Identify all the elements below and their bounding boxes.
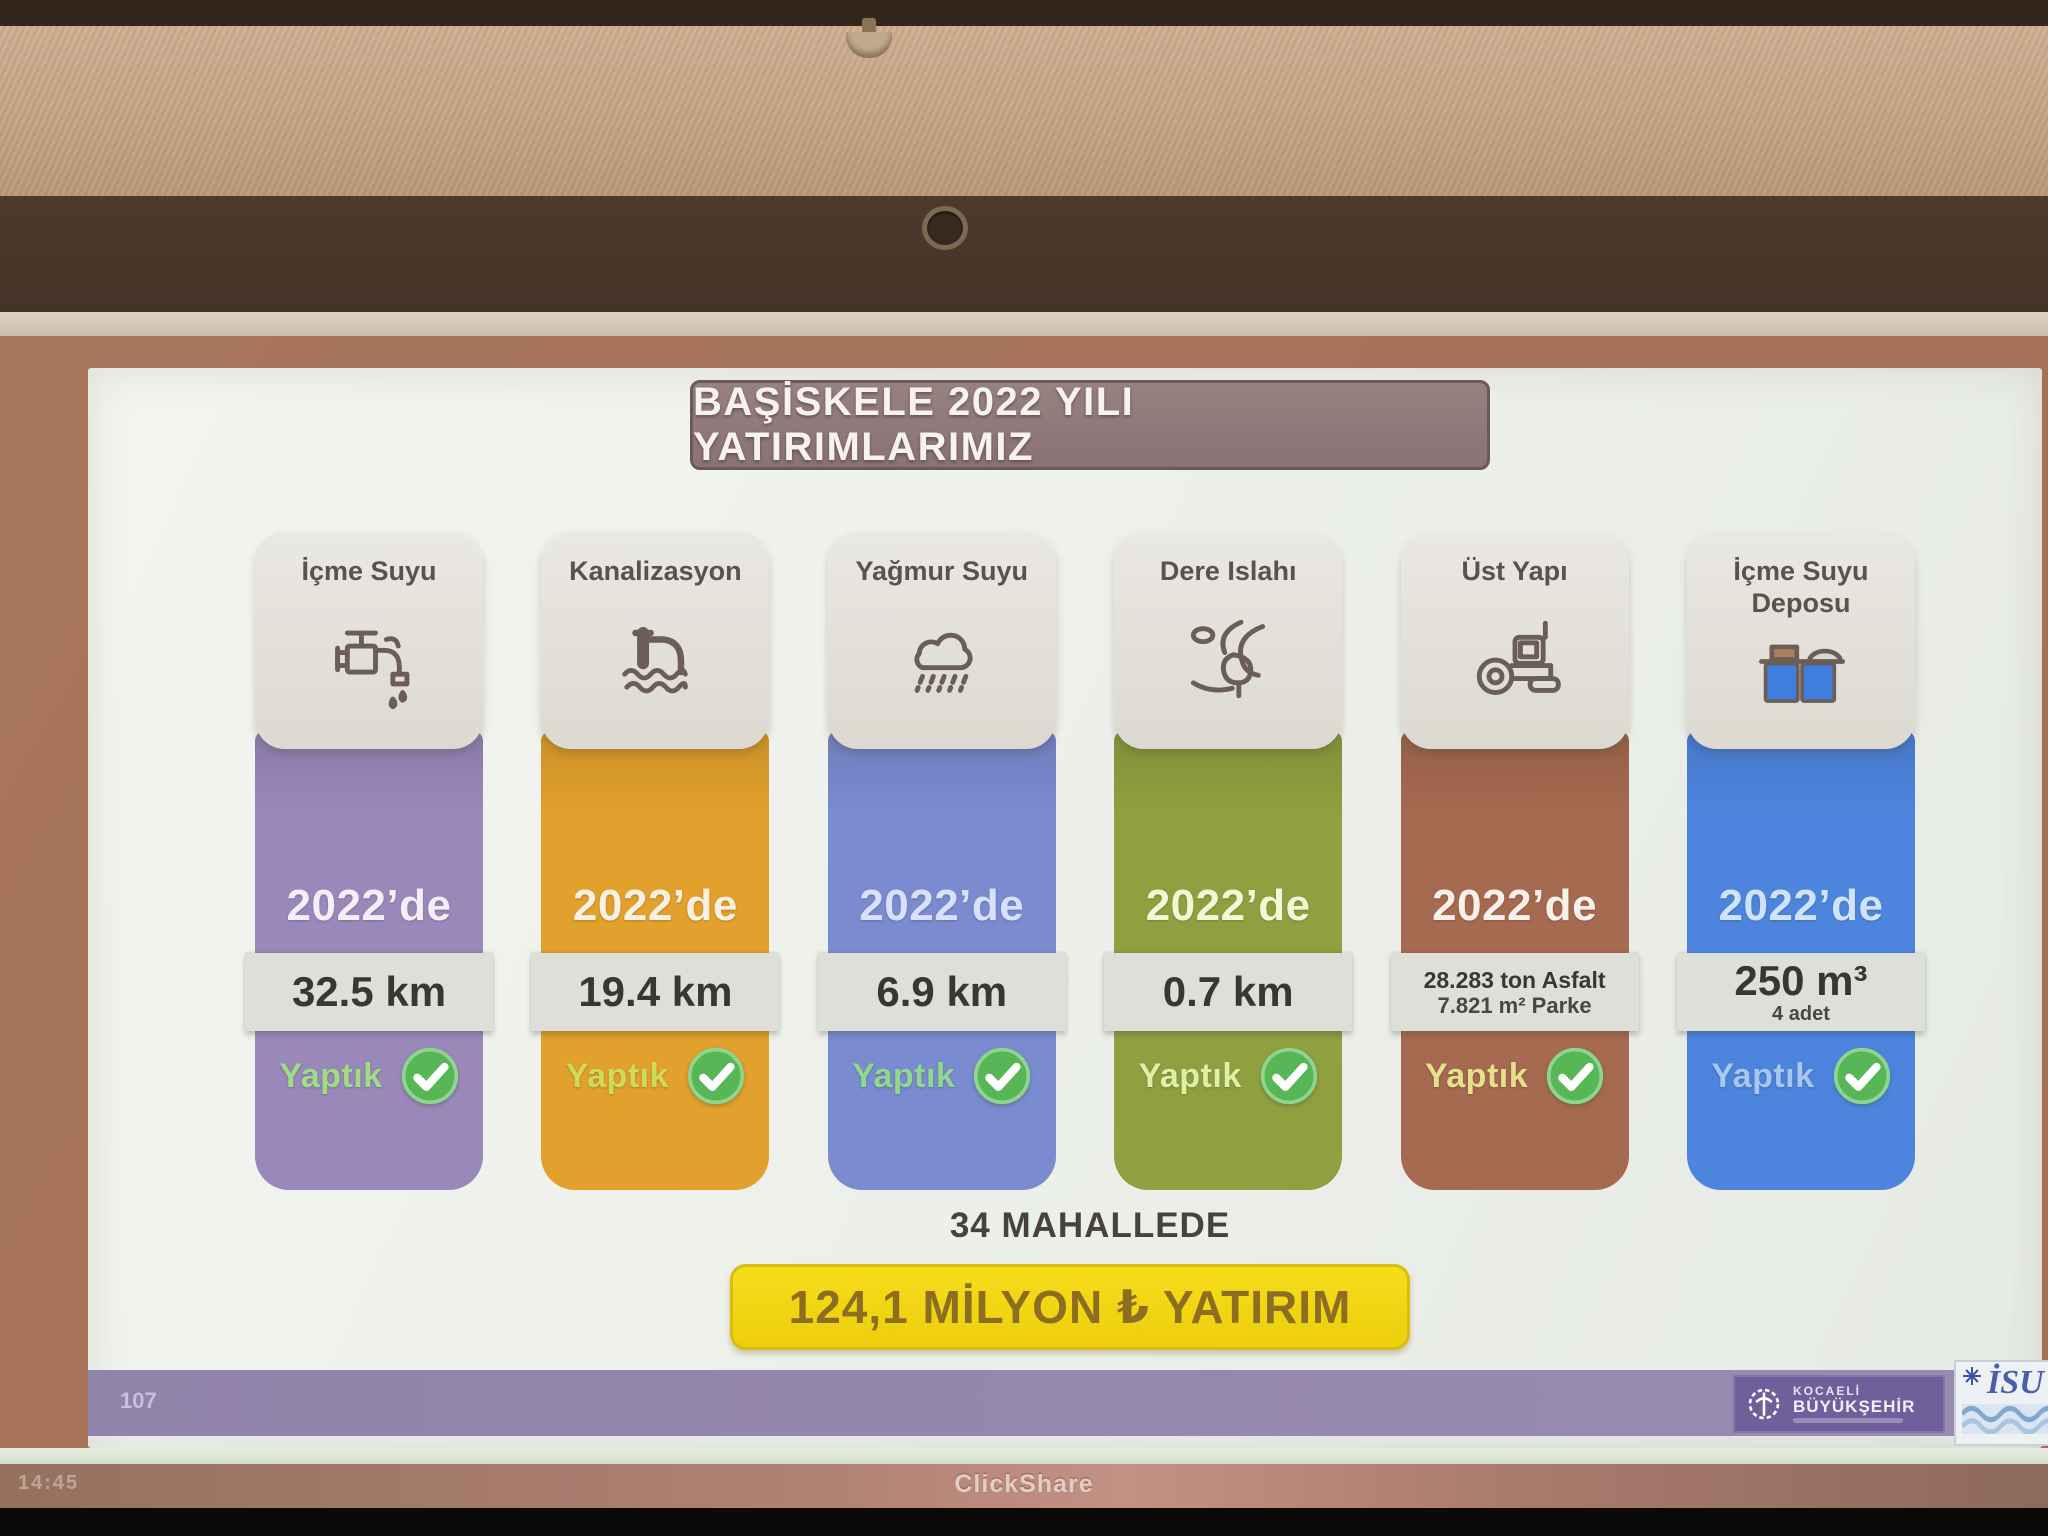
status-label: Yaptık — [1711, 1056, 1815, 1095]
card-body: 2022’de 32.5 km Yaptık — [245, 731, 493, 1190]
bezel-strip: 14:45 ClickShare — [0, 1464, 2048, 1508]
investment-card-dere-islahi: Dere Islahı 2022’de — [1104, 532, 1353, 1190]
card-label: Yağmur Suyu — [855, 556, 1029, 586]
projector-screen: BAŞİSKELE 2022 YILI YATIRIMLARIMIZ İçme … — [88, 368, 2048, 1448]
check-icon — [401, 1047, 458, 1105]
faucet-icon — [255, 600, 483, 718]
device-brand-label: ClickShare — [954, 1470, 1094, 1498]
screen-eyelet — [922, 206, 968, 250]
status-label: Yaptık — [279, 1056, 383, 1095]
value-band: 19.4 km — [531, 953, 780, 1032]
summary-line: 34 MAHALLEDE — [949, 1206, 1231, 1245]
check-icon — [1547, 1047, 1604, 1105]
status-label: Yaptık — [565, 1056, 669, 1095]
ceiling-strip — [0, 0, 2048, 26]
card-header: Dere Islahı — [1114, 532, 1343, 750]
value-band: 6.9 km — [817, 953, 1066, 1032]
card-body: 2022’de 28.283 ton Asfalt 7.821 m² Parke… — [1390, 731, 1639, 1190]
bottom-shadow — [0, 1508, 2048, 1536]
check-icon — [1260, 1047, 1317, 1105]
year-label: 2022’de — [572, 881, 738, 931]
card-label: İçme Suyu — [301, 556, 437, 586]
frame-edge-strip — [0, 312, 2048, 336]
value-main: 19.4 km — [578, 968, 733, 1016]
page-number: 107 — [120, 1388, 157, 1413]
investment-highlight-text: 124,1 MİLYON ₺ YATIRIM — [788, 1281, 1352, 1333]
investment-highlight: 124,1 MİLYON ₺ YATIRIM — [730, 1264, 1410, 1350]
slide-title: BAŞİSKELE 2022 YILI YATIRIMLARIMIZ — [693, 380, 1135, 469]
value-band: 32.5 km — [245, 953, 493, 1032]
municipality-name-line2: BÜYÜKŞEHİR — [1793, 1396, 1916, 1416]
clock-label: 14:45 — [18, 1472, 80, 1494]
card-label: Dere Islahı — [1159, 556, 1297, 586]
card-body: 2022’de 19.4 km Yaptık — [531, 731, 780, 1190]
year-label: 2022’de — [1145, 881, 1311, 931]
isu-logo: İSU — [1954, 1360, 2048, 1446]
year-label: 2022’de — [1718, 881, 1884, 931]
value-band: 250 m³ 4 adet — [1676, 953, 1925, 1032]
status-row: Yaptık — [255, 1047, 483, 1105]
year-label: 2022’de — [286, 881, 452, 931]
status-row: Yaptık — [1401, 1047, 1629, 1105]
card-header: Kanalizasyon — [541, 532, 770, 750]
value-main: 6.9 km — [876, 968, 1008, 1016]
municipality-name-line1: KOCAELİ — [1793, 1384, 1861, 1399]
year-label: 2022’de — [1432, 881, 1598, 931]
investment-card-icme-suyu: İçme Suyu — [245, 532, 493, 1190]
isu-waves-icon — [1960, 1404, 2048, 1435]
card-label: Üst Yapı — [1461, 556, 1568, 586]
investment-card-ust-yapi: Üst Yapı 2022’de — [1390, 532, 1639, 1190]
investment-card-icme-suyu-deposu: İçme Suyu Deposu 2022’de 2 — [1676, 532, 1925, 1190]
value-sub: 7.821 m² Parke — [1437, 993, 1592, 1019]
stream-icon — [1114, 600, 1342, 718]
check-icon — [1833, 1047, 1890, 1105]
card-header: İçme Suyu Deposu — [1686, 532, 1915, 750]
card-label: Kanalizasyon — [569, 556, 742, 586]
municipality-emblem-icon — [1748, 1388, 1780, 1420]
card-body: 2022’de 6.9 km Yaptık — [817, 731, 1066, 1190]
screen-casing-band — [0, 196, 2048, 312]
check-icon — [687, 1047, 745, 1105]
card-header: Yağmur Suyu — [827, 532, 1056, 750]
rain-cloud-icon — [828, 600, 1056, 718]
investment-card-kanalizasyon: Kanalizasyon 2022’de 19.4 — [531, 532, 780, 1190]
isu-label: İSU — [1987, 1364, 2044, 1401]
water-tank-icon — [1687, 622, 1915, 726]
status-row: Yaptık — [828, 1047, 1056, 1105]
value-main: 32.5 km — [291, 968, 447, 1016]
mount-bracket — [846, 18, 892, 62]
municipality-subtitle-bar — [1793, 1417, 1903, 1423]
card-header: Üst Yapı — [1400, 532, 1629, 750]
value-sub: 4 adet — [1772, 1003, 1830, 1026]
valance-band — [0, 26, 2048, 196]
investment-card-yagmur-suyu: Yağmur Suyu 2022’de — [817, 532, 1066, 1190]
value-band: 28.283 ton Asfalt 7.821 m² Parke — [1390, 953, 1639, 1032]
value-main: 250 m³ — [1734, 957, 1868, 1005]
status-row: Yaptık — [541, 1047, 769, 1105]
status-label: Yaptık — [1138, 1056, 1242, 1095]
municipality-logo: KOCAELİ BÜYÜKŞEHİR — [1733, 1375, 1945, 1433]
check-icon — [974, 1047, 1031, 1105]
road-roller-icon — [1401, 600, 1629, 718]
title-banner: BAŞİSKELE 2022 YILI YATIRIMLARIMIZ — [690, 380, 1490, 470]
sewer-pipe-icon — [541, 600, 769, 718]
year-label: 2022’de — [859, 881, 1025, 931]
screen-bottom-edge — [0, 1448, 2048, 1464]
status-label: Yaptık — [1424, 1056, 1529, 1095]
value-band: 0.7 km — [1104, 953, 1353, 1032]
value-main: 28.283 ton Asfalt — [1423, 966, 1606, 993]
status-row: Yaptık — [1114, 1047, 1342, 1105]
value-main: 0.7 km — [1162, 968, 1294, 1016]
cards-row: İçme Suyu — [245, 532, 1925, 1190]
card-label: İçme Suyu Deposu — [1733, 556, 1869, 618]
card-body: 2022’de 250 m³ 4 adet Yaptık — [1676, 731, 1925, 1190]
status-row: Yaptık — [1687, 1047, 1915, 1105]
isu-emblem-icon — [1963, 1367, 1981, 1385]
status-label: Yaptık — [852, 1056, 956, 1095]
footer-bar: 107 KOCAELİ BÜYÜKŞEHİR İSU — [88, 1360, 2048, 1446]
card-body: 2022’de 0.7 km Yaptık — [1104, 731, 1353, 1190]
card-header: İçme Suyu — [255, 532, 483, 750]
